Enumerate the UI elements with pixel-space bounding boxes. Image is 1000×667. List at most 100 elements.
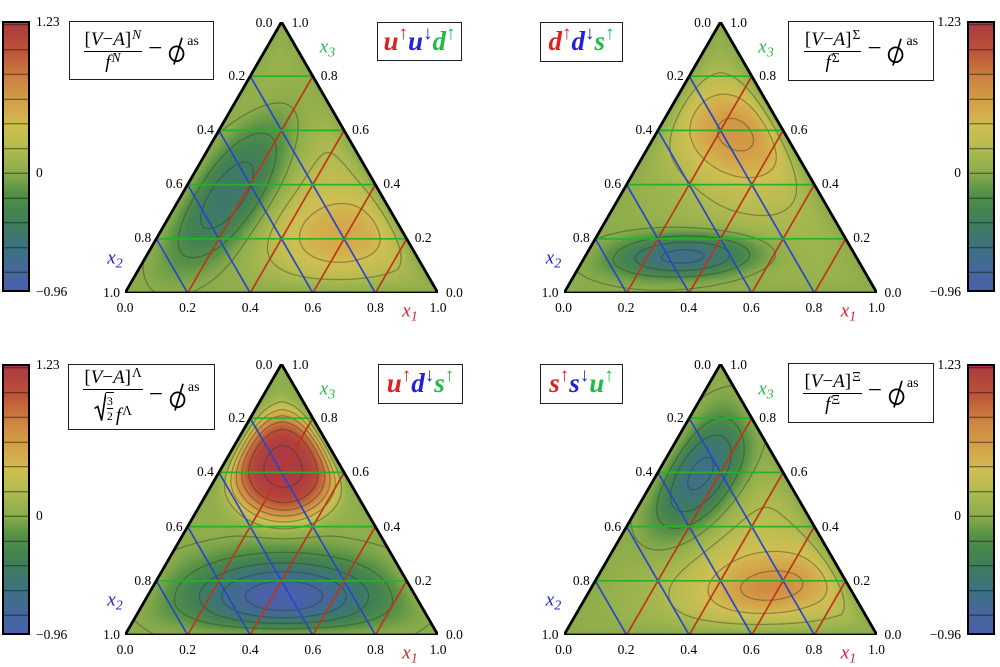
quark-label-Xi: s ↑ s ↓ u ↑ <box>540 363 623 404</box>
tick-label-apex-left: 0.0 <box>255 14 273 30</box>
colorbar-max-label: 1.23 <box>937 14 961 29</box>
spin-arrow: ↓ <box>424 365 435 387</box>
tick-label-left: 0.6 <box>604 518 622 534</box>
phi-superscript: as <box>906 376 919 391</box>
formula-minus: − <box>102 367 114 389</box>
radical-sign <box>94 393 107 421</box>
quark-letter: s <box>549 368 560 398</box>
formula-lbracket: [ <box>804 371 811 392</box>
tick-label-apex-right: 1.0 <box>291 357 309 372</box>
quark-label-N: u ↑ u ↓ d ↑ <box>377 21 462 61</box>
quark-item: s ↓ <box>569 366 589 397</box>
formula-A: A <box>833 371 845 392</box>
spin-arrow: ↓ <box>579 365 590 386</box>
tick-label-apex-right: 1.0 <box>730 14 747 30</box>
radicand-numerator: 3 <box>106 394 113 409</box>
tick-label-right: 0.0 <box>446 627 463 642</box>
quark-item: s ↑ <box>594 24 614 56</box>
colorbar-max-label: 1.23 <box>36 356 60 372</box>
axis-label-x3: x3 <box>319 36 336 60</box>
tick-label-left: 1.0 <box>541 284 559 300</box>
tick-label-bottom: 0.0 <box>116 299 134 315</box>
axis-label-x3: x3 <box>319 378 336 403</box>
tick-label-bottom: 0.2 <box>179 299 197 315</box>
formula-V: V <box>90 367 103 389</box>
quark-letter: u <box>383 25 399 56</box>
tick-label-left: 0.2 <box>228 410 246 426</box>
baryon-superscript: N <box>132 26 142 42</box>
axis-label-x2: x2 <box>545 247 562 271</box>
axis-label-x1: x1 <box>840 300 857 324</box>
quark-letter: u <box>589 368 605 398</box>
tick-label-apex-left: 0.0 <box>694 14 711 30</box>
tick-label-left: 0.6 <box>165 518 183 534</box>
tick-label-left: 0.8 <box>572 572 590 588</box>
formula-minus: − <box>822 371 834 392</box>
tick-label-bottom: 0.4 <box>680 642 698 657</box>
tick-label-right: 0.6 <box>352 121 369 137</box>
colorbar-max-label: 1.23 <box>36 14 60 29</box>
fraction-bar <box>803 51 862 52</box>
tick-label-left: 1.0 <box>103 627 120 642</box>
formula-numerator: [V − A] Σ <box>804 28 861 50</box>
tick-label-right: 0.2 <box>853 572 871 588</box>
axis-label-x1: x1 <box>402 642 418 667</box>
spin-arrow: ↑ <box>559 365 570 386</box>
quark-item: u ↓ <box>408 24 433 55</box>
quark-item: d ↓ <box>411 366 434 399</box>
tick-label-left: 0.8 <box>572 230 590 246</box>
spin-arrow: ↑ <box>444 365 455 387</box>
tick-label-left: 0.8 <box>134 572 152 588</box>
tick-label-apex-right: 1.0 <box>291 14 309 30</box>
formula-rbracket: ] <box>844 371 852 392</box>
formula-A: A <box>833 29 846 50</box>
phi-superscript: as <box>187 379 200 395</box>
fraction-bar <box>83 50 143 52</box>
phi-as-term: as <box>887 34 918 66</box>
fraction-bar <box>803 393 862 394</box>
phi-superscript: as <box>187 33 199 49</box>
tick-label-right: 0.0 <box>884 627 902 642</box>
quark-label-Sigma: d ↑ d ↓ s ↑ <box>540 21 623 62</box>
formula-V: V <box>811 29 823 50</box>
tick-label-bottom: 0.6 <box>304 299 322 315</box>
tick-label-bottom: 0.4 <box>241 642 259 657</box>
tick-label-right: 0.4 <box>821 518 839 534</box>
tick-label-right: 0.8 <box>320 67 338 83</box>
baryon-superscript: Ξ <box>831 392 841 407</box>
tick-label-bottom: 0.8 <box>805 299 823 315</box>
axis-label-x1: x1 <box>402 300 418 324</box>
quark-letter: u <box>386 368 402 399</box>
spin-arrow: ↓ <box>423 22 433 44</box>
colorbar-zero-label: 0 <box>36 507 43 523</box>
tick-label-left: 0.4 <box>197 464 214 480</box>
colorbar-zero-label: 0 <box>954 165 961 181</box>
tick-label-right: 0.0 <box>446 284 463 300</box>
axis-label-x1: x1 <box>840 642 857 667</box>
tick-label-left: 0.4 <box>635 464 653 480</box>
minus-operator: − <box>148 34 163 62</box>
tick-label-left: 1.0 <box>541 627 559 642</box>
baryon-superscript: Σ <box>831 50 840 65</box>
quark-letter: d <box>411 368 425 399</box>
tick-label-right: 0.8 <box>320 410 338 426</box>
tick-label-bottom: 0.2 <box>617 299 635 315</box>
tick-label-bottom: 0.6 <box>742 642 760 657</box>
spin-arrow: ↑ <box>446 22 456 44</box>
spin-arrow: ↑ <box>401 365 412 387</box>
formula-lbracket: [ <box>84 367 91 389</box>
tick-label-bottom: 0.4 <box>680 299 698 315</box>
quark-item: s ↑ <box>549 366 569 398</box>
tick-label-bottom: 0.8 <box>366 642 384 657</box>
axis-label-x2: x2 <box>545 589 562 614</box>
mini-fraction-bar <box>106 408 113 410</box>
tick-label-apex-left: 0.0 <box>255 357 273 372</box>
quark-letter: s <box>594 26 605 56</box>
